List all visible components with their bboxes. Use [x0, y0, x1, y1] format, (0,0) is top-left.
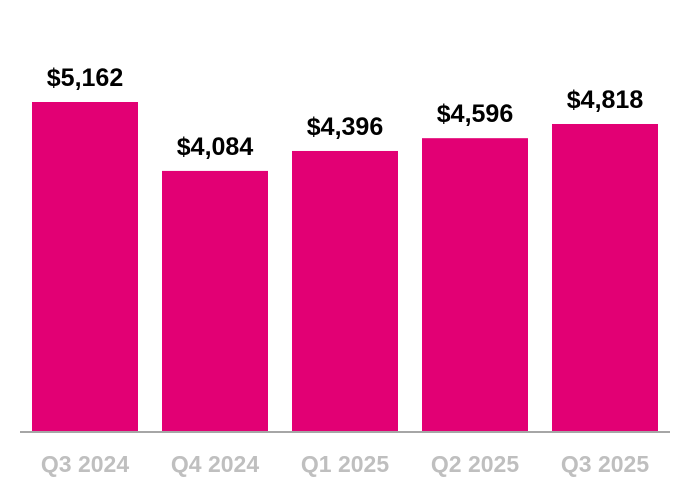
- x-tick-label: Q3 2025: [561, 451, 649, 477]
- x-tick-labels-group: Q3 2024 Q4 2024 Q1 2025 Q2 2025 Q3 2025: [41, 451, 649, 477]
- value-labels-group: $5,162 $4,084 $4,396 $4,596 $4,818: [47, 64, 644, 161]
- x-tick-label: Q4 2024: [171, 451, 259, 477]
- x-tick-label: Q2 2025: [431, 451, 519, 477]
- x-tick-label: Q3 2024: [41, 451, 129, 477]
- bar-q1-2025: [292, 150, 398, 432]
- bar-value-label: $4,818: [567, 86, 644, 114]
- bar-value-label: $4,084: [177, 133, 254, 161]
- bar-value-label: $5,162: [47, 64, 123, 92]
- bar-value-label: $4,596: [437, 100, 513, 128]
- bar-q3-2024: [32, 102, 138, 432]
- bar-q3-2025: [552, 123, 658, 432]
- bar-q4-2024: [162, 170, 268, 432]
- bar-q2-2025: [422, 138, 528, 432]
- x-tick-label: Q1 2025: [301, 451, 389, 477]
- bar-value-label: $4,396: [307, 113, 383, 141]
- bars-group: [32, 102, 658, 432]
